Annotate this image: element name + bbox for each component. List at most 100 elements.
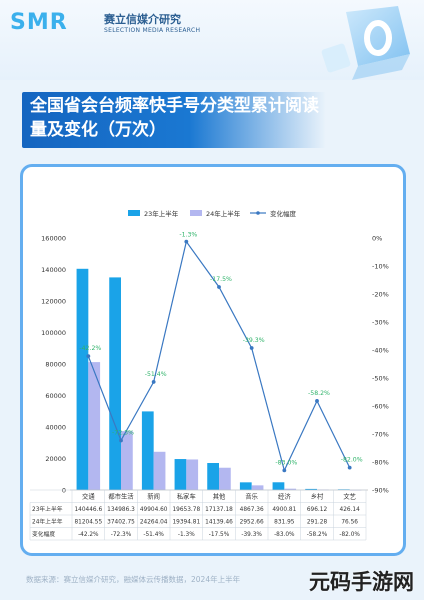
x-axis: 交通 都市生活 新闻 私家车 其他 音乐 经济 乡村 文艺 [70, 489, 368, 501]
chart-legend: 23年上半年 24年上半年 变化幅度 [128, 209, 297, 218]
bar-2024 [153, 451, 166, 490]
left-tick-label: 80000 [45, 361, 66, 369]
change-data-label: -72.3% [112, 429, 134, 436]
left-tick-label: 60000 [45, 392, 66, 400]
bar-2023 [337, 489, 350, 490]
change-point [151, 380, 156, 384]
table-cell: -82.0% [339, 532, 360, 538]
bar-2023 [109, 277, 121, 490]
change-point [347, 465, 352, 470]
x-tick-label: 经济 [278, 492, 291, 501]
legend-label-2023: 23年上半年 [144, 209, 179, 218]
legend-marker-change [256, 211, 260, 215]
right-tick-label: -90% [372, 487, 389, 495]
change-data-label: -42.2% [79, 345, 101, 352]
table-cell: 76.56 [341, 520, 358, 526]
left-tick-label: 100000 [41, 329, 66, 337]
table-cell: -1.3% [178, 532, 195, 538]
change-line: -42.2% -72.3% -51.4% -1.3% -17.5% -39.3% -83.0… [79, 232, 363, 473]
x-tick-label: 乡村 [311, 492, 324, 501]
change-data-label: -58.2% [308, 390, 330, 397]
table-cell: 19394.81 [172, 520, 200, 526]
bar-2023 [207, 463, 219, 490]
data-table: 23年上半年 140446.6 134986.3 49904.60 19653.78 17… [29, 489, 367, 541]
brand-name: 赛立信媒介研究 [104, 13, 181, 26]
bar-2024 [284, 488, 297, 490]
table-row-label: 23年上半年 [32, 505, 63, 513]
table-row-label: 变化幅度 [32, 530, 55, 538]
bar-2024 [219, 467, 231, 490]
left-tick-label: 140000 [41, 266, 66, 274]
left-tick-label: 0 [62, 487, 66, 495]
bar-2023 [305, 488, 317, 490]
left-tick-label: 160000 [41, 235, 66, 243]
change-data-label: -1.3% [179, 232, 197, 239]
change-data-label: -39.3% [243, 337, 265, 344]
table-cell: 37402.75 [107, 520, 135, 526]
table-row-label: 24年上半年 [32, 518, 63, 526]
table-cell: 140446.6 [74, 507, 102, 513]
legend-swatch-2024 [190, 210, 202, 216]
x-tick-label: 新闻 [147, 492, 160, 501]
table-cell: -17.5% [209, 532, 230, 538]
table-cell: 831.95 [274, 520, 295, 526]
table-cell: 4867.36 [240, 507, 264, 513]
table-cell: 426.14 [340, 507, 361, 513]
bar-2023 [76, 268, 89, 490]
right-tick-label: -70% [372, 431, 389, 439]
bar-2024 [88, 362, 101, 490]
table-cell: -72.3% [111, 532, 132, 538]
table-cell: 2952.66 [240, 520, 264, 526]
left-axis: 0 20000 40000 60000 80000 100000 120000 140000 1… [41, 235, 66, 495]
brand-name-en: SELECTION MEDIA RESEARCH [104, 27, 201, 34]
watermark: 元码手游网 [309, 570, 414, 594]
legend-label-2024: 24年上半年 [206, 209, 241, 218]
right-tick-label: -10% [372, 263, 389, 271]
x-tick-label: 都市生活 [108, 492, 134, 501]
x-tick-label: 交通 [82, 492, 95, 501]
table-cell: -39.3% [241, 532, 262, 538]
brand-logo: SMR [10, 10, 68, 35]
right-axis: -90% -80% -70% -60% -50% -40% -30% -20% -10% 0% [372, 235, 389, 495]
bar-2024 [121, 431, 133, 490]
bar-2024 [186, 459, 199, 490]
left-tick-label: 40000 [45, 424, 66, 432]
bars [76, 268, 362, 491]
x-tick-label: 文艺 [343, 492, 356, 501]
change-point [184, 239, 189, 244]
table-cell: 4900.81 [272, 507, 296, 513]
change-point [119, 438, 123, 443]
table-cell: 24264.04 [140, 520, 168, 526]
change-point [217, 285, 221, 289]
change-point [315, 399, 319, 403]
table-cell: -58.2% [307, 532, 328, 538]
decorative-cube-icon [321, 6, 410, 80]
change-point [86, 354, 91, 359]
legend-swatch-2023 [128, 210, 140, 216]
change-data-label: -82.0% [341, 457, 363, 464]
source-note: 数据来源：赛立信媒介研究，融媒体云传播数据，2024年上半年 [26, 575, 241, 584]
table-cell: 14139.46 [205, 520, 233, 526]
change-point [249, 346, 254, 350]
x-tick-label: 音乐 [245, 492, 258, 501]
change-data-label: -17.5% [210, 276, 232, 283]
right-tick-label: -60% [372, 403, 389, 411]
right-tick-label: -30% [372, 319, 389, 327]
x-tick-label: 其他 [213, 492, 226, 501]
table-cell: -51.4% [143, 532, 164, 538]
table-cell: 17137.18 [205, 507, 233, 513]
table-cell: 134986.3 [107, 507, 135, 513]
table-cell: -42.2% [78, 532, 99, 538]
title-band [22, 92, 326, 148]
bar-2023 [239, 482, 252, 490]
bar-2023 [174, 459, 187, 490]
change-data-label: -51.4% [145, 371, 167, 378]
chart-title: 全国省会台频率快手号分类型累计阅读量及变化（万次） [30, 96, 319, 140]
table-cell: 81204.55 [74, 520, 102, 526]
x-tick-label: 私家车 [177, 492, 196, 501]
right-tick-label: -20% [372, 291, 389, 299]
bar-2023 [141, 411, 154, 490]
right-tick-label: 0% [372, 235, 382, 243]
right-tick-label: -80% [372, 459, 389, 467]
